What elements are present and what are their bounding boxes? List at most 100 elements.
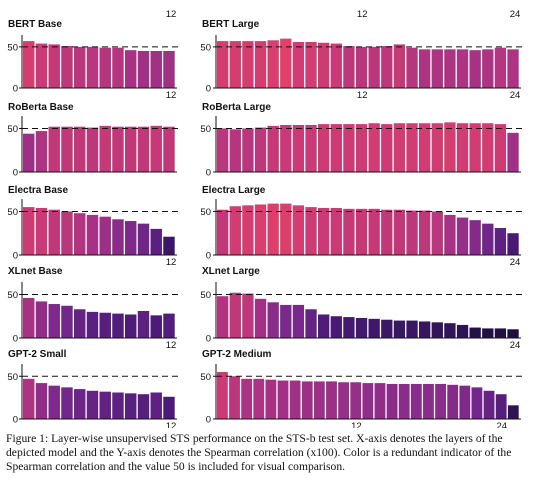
bar-layer-12 — [356, 209, 367, 255]
bar-layer-18 — [432, 123, 443, 172]
bar-layer-17 — [419, 123, 430, 172]
bar-layer-12 — [350, 382, 361, 419]
y-tick-label: 50 — [7, 42, 18, 53]
bar-layer-7 — [100, 126, 111, 172]
panel-title: Electra Base — [8, 185, 68, 196]
bar-layer-11 — [343, 124, 354, 172]
bar-layer-16 — [406, 321, 417, 338]
bar-layer-1 — [23, 379, 34, 419]
bar-layer-10 — [331, 44, 342, 88]
bar-layer-15 — [394, 44, 405, 88]
y-tick-label: 50 — [200, 290, 211, 301]
bar-layer-16 — [406, 48, 417, 88]
bar-layer-14 — [381, 46, 392, 88]
panel-title: RoBerta Base — [8, 102, 74, 113]
bar-layer-12 — [163, 51, 174, 88]
y-tick-label: 50 — [7, 372, 18, 383]
bar-layer-10 — [331, 316, 342, 338]
bar-layer-2 — [36, 131, 47, 172]
y-tick-label: 0 — [206, 415, 211, 426]
bar-layer-7 — [293, 205, 304, 255]
bar-layer-21 — [470, 123, 481, 172]
bar-layer-21 — [459, 386, 470, 419]
bar-layer-12 — [163, 314, 174, 338]
bar-layer-3 — [242, 128, 253, 172]
bar-layer-22 — [482, 49, 493, 88]
bar-layer-4 — [253, 379, 264, 419]
bar-layer-12 — [163, 237, 174, 255]
y-tick-label: 50 — [200, 124, 211, 135]
bar-layer-1 — [217, 128, 228, 172]
bar-layer-8 — [305, 125, 316, 172]
bar-layer-2 — [36, 301, 47, 338]
bar-layer-1 — [23, 207, 34, 255]
x-tick-label: 12 — [166, 340, 177, 351]
bar-layer-16 — [406, 211, 417, 255]
bar-layer-22 — [482, 328, 493, 338]
bar-layer-13 — [362, 383, 373, 419]
panel-gpt-2-medium: GPT-2 Medium 0 50 12 24 — [200, 349, 525, 428]
x-tick-label: 24 — [510, 9, 521, 20]
bar-layer-23 — [484, 391, 495, 419]
bar-layer-1 — [217, 296, 228, 338]
bar-layer-16 — [406, 123, 417, 172]
bar-layer-18 — [432, 49, 443, 88]
bar-layer-1 — [217, 210, 228, 255]
y-tick-label: 50 — [200, 207, 211, 218]
bar-layer-19 — [444, 215, 455, 255]
bar-layer-6 — [87, 312, 98, 338]
bar-layer-3 — [49, 210, 60, 255]
bar-layer-8 — [112, 393, 123, 420]
bar-layer-10 — [138, 127, 149, 172]
bar-layer-23 — [495, 124, 506, 172]
bar-layer-20 — [457, 49, 468, 88]
bar-layer-15 — [394, 321, 405, 338]
bar-layer-11 — [151, 229, 162, 255]
x-tick-label: 12 — [166, 90, 177, 101]
panel-electra-large: Electra Large 0 50 24 — [200, 185, 525, 268]
bar-layer-2 — [230, 206, 241, 255]
bar-layer-9 — [318, 43, 329, 88]
bar-layer-3 — [242, 41, 253, 88]
bar-layer-11 — [343, 46, 354, 88]
bar-layer-6 — [87, 215, 98, 255]
bar-layer-6 — [87, 128, 98, 172]
y-tick-label: 0 — [13, 84, 18, 95]
bar-layer-20 — [447, 385, 458, 419]
bar-layer-1 — [23, 41, 34, 88]
x-tick-label: 12 — [166, 9, 177, 20]
bar-layer-10 — [138, 224, 149, 255]
bar-layer-15 — [394, 123, 405, 172]
bar-layer-13 — [369, 209, 380, 255]
bar-layer-4 — [255, 299, 266, 338]
x-tick-label: 24 — [497, 421, 508, 428]
bar-layer-21 — [470, 328, 481, 338]
bar-layer-12 — [356, 318, 367, 338]
bar-layer-1 — [23, 298, 34, 338]
bar-layer-6 — [278, 381, 289, 419]
y-tick-label: 0 — [206, 334, 211, 345]
bar-layer-19 — [444, 122, 455, 172]
bar-layer-24 — [507, 329, 518, 338]
bar-layer-3 — [49, 44, 60, 88]
bar-layer-7 — [100, 48, 111, 88]
bar-layer-9 — [125, 221, 136, 255]
panel-xlnet-large: XLnet Large 0 50 24 — [200, 266, 525, 351]
bar-layer-21 — [470, 220, 481, 255]
bar-layer-8 — [112, 127, 123, 172]
bar-layer-7 — [290, 381, 301, 419]
bar-layer-22 — [482, 123, 493, 172]
y-tick-label: 0 — [13, 415, 18, 426]
bar-layer-11 — [151, 126, 162, 172]
bar-layer-11 — [343, 209, 354, 255]
bar-layer-14 — [375, 383, 386, 419]
y-tick-label: 50 — [200, 42, 211, 53]
bar-layer-9 — [125, 393, 136, 419]
bar-layer-4 — [61, 211, 72, 255]
bar-layer-20 — [457, 325, 468, 338]
bar-layer-6 — [280, 305, 291, 338]
bar-layer-7 — [100, 392, 111, 419]
bar-layer-5 — [268, 302, 279, 338]
bar-layer-5 — [268, 126, 279, 172]
bar-layer-5 — [74, 389, 85, 419]
